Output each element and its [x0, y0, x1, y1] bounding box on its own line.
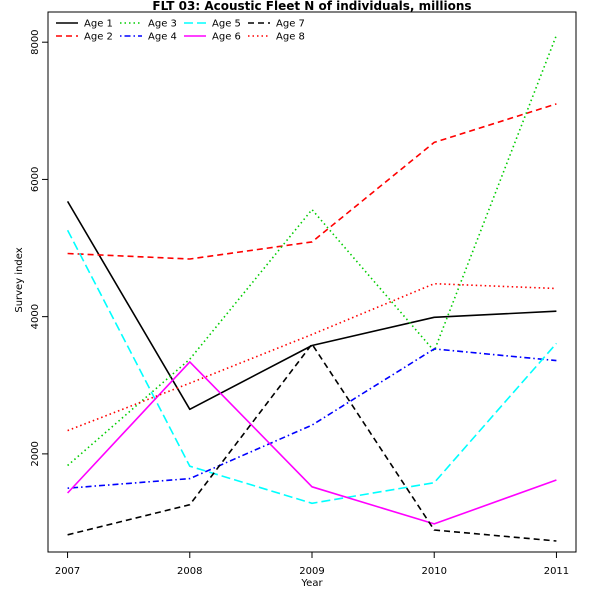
legend-label: Age 8 [276, 32, 305, 43]
plot-frame [47, 11, 577, 553]
legend: Age 1 Age 2 Age 3 Age 4 Age 5 Age 6 Age 7 Age 8 [56, 19, 305, 43]
chart-title: FLT 03: Acoustic Fleet N of individuals,… [152, 0, 471, 13]
x-tick-label: 2010 [421, 566, 446, 577]
legend-label: Age 4 [148, 32, 177, 43]
x-tick-label: 2007 [55, 566, 80, 577]
series-line-age-8 [67, 282, 557, 432]
x-tick-label: 2009 [299, 566, 324, 577]
series-line-age-1 [66, 200, 557, 411]
legend-label: Age 7 [276, 19, 305, 30]
series-line-age-3 [67, 35, 558, 467]
series-line-age-6 [67, 361, 557, 525]
series-line-age-5 [66, 229, 558, 505]
legend-label: Age 6 [212, 32, 241, 43]
axes: 2007 2008 2009 2010 2011 2000 4000 6000 8000 [30, 11, 577, 577]
series-layer [66, 35, 558, 542]
y-axis-label: Survey index [14, 247, 25, 312]
x-tick-label: 2011 [544, 566, 569, 577]
legend-label: Age 5 [212, 19, 241, 30]
y-tick-label: 8000 [30, 29, 41, 54]
x-axis-label: Year [300, 578, 323, 589]
y-tick-label: 6000 [30, 167, 41, 192]
series-line-age-2 [67, 103, 557, 260]
series-line-age-7 [67, 343, 557, 542]
y-tick-label: 4000 [30, 304, 41, 329]
x-tick-label: 2008 [177, 566, 202, 577]
series-line-age-4 [67, 348, 557, 489]
legend-label: Age 2 [84, 32, 113, 43]
y-tick-label: 2000 [30, 441, 41, 466]
legend-label: Age 1 [84, 19, 113, 30]
legend-label: Age 3 [148, 19, 177, 30]
